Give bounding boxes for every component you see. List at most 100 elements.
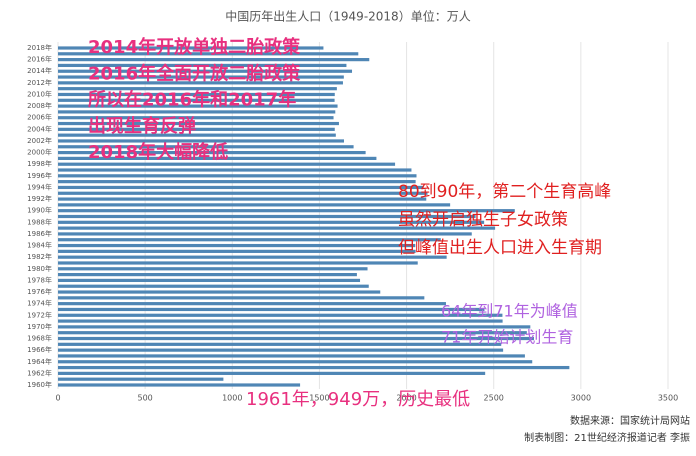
- annotation: 71年开始计划生育: [441, 328, 573, 347]
- bar: [58, 238, 441, 242]
- x-tick-label: 2500: [484, 394, 504, 403]
- bar: [58, 168, 412, 172]
- y-tick-label: 2018年: [27, 43, 52, 52]
- y-tick-label: 1976年: [27, 287, 52, 296]
- y-tick-label: 1968年: [27, 334, 52, 343]
- bar: [58, 365, 570, 370]
- bar: [58, 296, 425, 300]
- y-tick-label: 1962年: [27, 368, 52, 377]
- bar: [58, 348, 504, 352]
- bar: [58, 307, 485, 312]
- bar: [58, 243, 416, 248]
- y-tick-label: 1998年: [27, 159, 52, 168]
- x-tick-label: 500: [138, 394, 153, 403]
- annotation: 所以在2016年和2017年: [88, 89, 296, 111]
- x-tick-label: 3500: [658, 394, 678, 403]
- y-tick-label: 2002年: [27, 136, 52, 145]
- annotation: 虽然开启独生子女政策: [398, 210, 568, 230]
- bar: [58, 336, 534, 341]
- annotation: 但峰值出生人口进入生育期: [398, 238, 602, 258]
- bar: [58, 185, 424, 190]
- chart-title: 中国历年出生人口（1949-2018）单位：万人: [225, 9, 470, 24]
- bar: [58, 319, 503, 323]
- bar: [58, 360, 533, 364]
- bar: [58, 121, 339, 126]
- y-tick-label: 2000年: [27, 148, 52, 157]
- y-tick-label: 1986年: [27, 229, 52, 238]
- y-tick-label: 2014年: [27, 66, 52, 75]
- bar: [58, 377, 224, 381]
- annotation: 1961年，949万，历史最低: [246, 389, 470, 410]
- x-tick-label: 1500: [309, 394, 329, 403]
- y-tick-label: 1972年: [27, 310, 52, 319]
- bar: [58, 214, 476, 219]
- bar: [58, 116, 334, 120]
- bar: [58, 139, 345, 143]
- y-tick-label: 1988年: [27, 217, 52, 226]
- y-tick-label: 2008年: [27, 101, 52, 110]
- y-tick-label: 1970年: [27, 322, 52, 331]
- y-tick-label: 2006年: [27, 113, 52, 122]
- bar: [58, 226, 496, 230]
- bar: [58, 191, 428, 195]
- x-tick-label: 3000: [571, 394, 591, 403]
- y-tick-label: 2004年: [27, 124, 52, 133]
- y-tick-label: 1978年: [27, 275, 52, 284]
- source-note: 数据来源：国家统计局网站: [570, 414, 690, 427]
- y-tick-label: 1992年: [27, 194, 52, 203]
- bar: [58, 87, 337, 91]
- bar: [58, 46, 324, 50]
- bar: [58, 52, 359, 56]
- bar: [58, 325, 531, 329]
- y-tick-label: 1984年: [27, 241, 52, 250]
- y-tick-label: 2016年: [27, 55, 52, 64]
- bar: [58, 81, 343, 85]
- bar: [58, 145, 354, 149]
- x-tick-label: 0: [55, 394, 60, 403]
- bar: [58, 331, 527, 335]
- bar: [58, 133, 336, 137]
- bar: [58, 354, 525, 358]
- annotation: 80到90年，第二个生育高峰: [398, 182, 611, 202]
- bar: [58, 104, 338, 108]
- y-tick-label: 1996年: [27, 171, 52, 180]
- bar: [58, 209, 515, 213]
- bar: [58, 98, 335, 102]
- bar: [58, 174, 417, 178]
- annotation: 2014年开放单独二胎政策: [88, 36, 301, 58]
- y-tick-label: 1990年: [27, 206, 52, 215]
- bar: [58, 302, 446, 306]
- bar: [58, 150, 366, 155]
- x-tick-label: 1000: [222, 394, 242, 403]
- annotation: 2018年大幅降低: [88, 141, 228, 163]
- credit-note: 制表制图：21世纪经济报道记者 李振: [524, 431, 690, 444]
- bar: [58, 284, 369, 288]
- bar: [58, 127, 335, 131]
- bar: [58, 156, 377, 160]
- annotation: 出现生育反弹: [88, 115, 196, 137]
- bar: [58, 383, 301, 387]
- y-tick-label: 1994年: [27, 182, 52, 191]
- annotation: 64年到71年为峰值: [441, 302, 578, 321]
- bar: [58, 180, 416, 184]
- bar: [58, 255, 447, 259]
- bar: [58, 63, 347, 68]
- y-tick-label: 1982年: [27, 252, 52, 261]
- annotation: 2016年全面开放二胎政策: [88, 62, 301, 84]
- bar: [58, 110, 336, 114]
- y-tick-label: 1974年: [27, 299, 52, 308]
- bar: [58, 261, 418, 265]
- bar: [58, 203, 451, 207]
- bar: [58, 273, 357, 277]
- bar: [58, 278, 361, 283]
- bar: [58, 290, 381, 294]
- bar: [58, 58, 370, 62]
- bar: [58, 342, 502, 346]
- bar: [58, 75, 344, 79]
- y-tick-label: 2012年: [27, 78, 52, 87]
- bar: [58, 232, 472, 236]
- y-tick-label: 1964年: [27, 357, 52, 366]
- bar: [58, 220, 485, 224]
- y-tick-label: 2010年: [27, 89, 52, 98]
